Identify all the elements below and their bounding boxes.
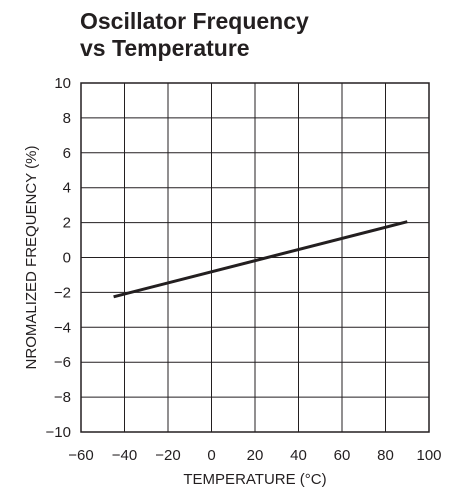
x-tick-label: −40 xyxy=(112,447,137,464)
x-tick-label: 20 xyxy=(247,447,264,464)
y-tick-label: 8 xyxy=(63,110,71,127)
y-tick-label: 10 xyxy=(54,75,71,92)
y-tick-labels: −10 −8 −6 −4 −2 0 2 4 6 8 10 xyxy=(46,75,71,441)
series-line xyxy=(113,220,408,299)
x-tick-label: −20 xyxy=(155,447,180,464)
chart-title-line-1: Oscillator Frequency xyxy=(80,8,309,34)
plot-area-frame xyxy=(80,82,430,433)
x-tick-label: 60 xyxy=(334,447,351,464)
x-axis-label: TEMPERATURE (°C) xyxy=(183,471,326,488)
y-tick-label: 6 xyxy=(63,145,71,162)
x-tick-label: 0 xyxy=(207,447,215,464)
x-tick-label: −60 xyxy=(68,447,93,464)
gridlines xyxy=(81,83,429,432)
chart-title-line-2: vs Temperature xyxy=(80,35,250,61)
x-tick-labels: −60 −40 −20 0 20 40 60 80 100 xyxy=(68,447,441,464)
x-tick-label: 40 xyxy=(290,447,307,464)
chart-title: Oscillator Frequency vs Temperature xyxy=(80,8,309,61)
y-tick-label: −2 xyxy=(54,284,71,301)
x-tick-label: 80 xyxy=(377,447,394,464)
y-tick-label: −6 xyxy=(54,354,71,371)
y-tick-label: 4 xyxy=(63,180,71,197)
x-tick-label: 100 xyxy=(416,447,441,464)
y-tick-label: 2 xyxy=(63,215,71,232)
y-axis-label: NROMALIZED FREQUENCY (%) xyxy=(23,146,40,370)
y-tick-label: −10 xyxy=(46,424,71,441)
y-tick-label: −4 xyxy=(54,319,71,336)
series-group xyxy=(113,220,408,299)
y-tick-label: −8 xyxy=(54,389,71,406)
y-tick-label: 0 xyxy=(63,250,71,267)
